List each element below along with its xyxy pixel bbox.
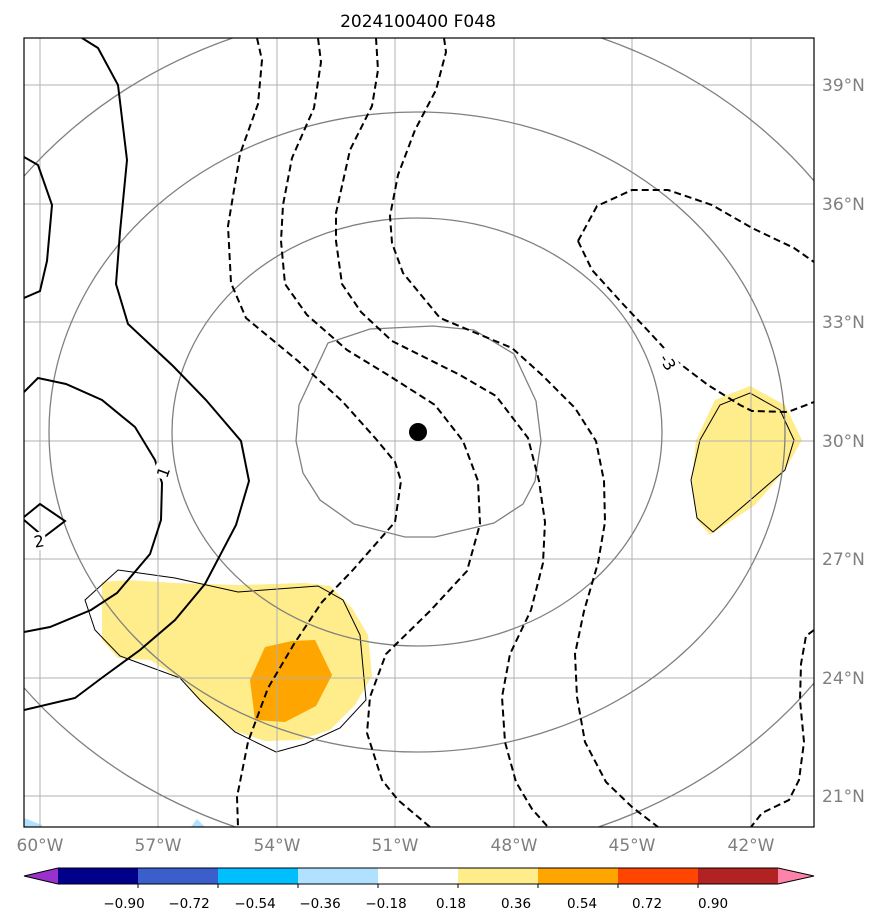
colorbar-tick-label: 0.72 [632, 896, 662, 912]
colorbar-tick-label: 0.54 [567, 896, 597, 912]
solid-contours [24, 38, 251, 711]
solid-contour-2 [24, 376, 164, 633]
dashed-contour-b [279, 38, 482, 827]
lon-tick-label: 57°W [135, 836, 182, 856]
colorbar-cell [458, 868, 539, 884]
lat-tick-label: 27°N [822, 550, 865, 570]
positive-anomaly-region-south [102, 580, 372, 741]
colorbar-tick-label: 0.18 [436, 896, 466, 912]
contour-label-2: 2 [32, 531, 45, 551]
colorbar-cells [24, 868, 814, 884]
negative-anomaly-edge [24, 818, 42, 827]
anomaly-outline-contours [84, 392, 795, 753]
colorbar-tick-label: −0.54 [234, 896, 275, 912]
colorbar-cell [698, 868, 779, 884]
range-rings [24, 38, 814, 827]
colorbar-tick-label: −0.18 [365, 896, 406, 912]
map-panel: 1 2 -3 [24, 38, 814, 827]
solid-contour-1 [24, 38, 251, 711]
lat-tick-label: 30°N [822, 432, 865, 452]
colorbar-cell [538, 868, 619, 884]
lon-tick-label: 54°W [254, 836, 301, 856]
dashed-contour-c [335, 38, 549, 827]
lon-tick-label: 51°W [372, 836, 419, 856]
dashed-contour-e [577, 189, 814, 263]
lat-tick-label: 33°N [822, 313, 865, 333]
contour-labels: 1 2 -3 [30, 345, 684, 552]
colorbar-tick-label: 0.36 [501, 896, 531, 912]
colorbar-extend-low [24, 868, 58, 884]
negative-anomaly-edge-2 [190, 819, 205, 827]
lon-tick-label: 42°W [728, 836, 775, 856]
figure-title: 2024100400 F048 [340, 12, 496, 32]
dashed-contour-f [577, 240, 814, 414]
colorbar-extend-high [778, 868, 814, 884]
lat-tick-label: 24°N [822, 669, 865, 689]
dashed-contour-d [388, 38, 659, 827]
shaded-anomaly-fill [24, 386, 802, 827]
lat-tick-label: 39°N [822, 76, 865, 96]
colorbar-cell [138, 868, 219, 884]
positive-anomaly-region-south-strong [250, 640, 332, 722]
colorbar-tick-label: −0.36 [299, 896, 340, 912]
colorbar-ticks [137, 884, 699, 888]
storm-center-marker [409, 423, 427, 441]
solid-contour-4 [24, 502, 67, 539]
lat-tick-label: 36°N [822, 195, 865, 215]
colorbar-cell [378, 868, 459, 884]
colorbar-cell [618, 868, 699, 884]
lat-tick-label: 21°N [822, 787, 865, 807]
lon-tick-label: 48°W [491, 836, 538, 856]
colorbar-cell [218, 868, 299, 884]
gridlines [24, 38, 814, 827]
map-frame [23, 37, 815, 828]
colorbar: −0.90 −0.72 −0.54 −0.36 −0.18 0.18 0.36 … [23, 867, 815, 912]
dashed-contour-g [750, 629, 814, 827]
colorbar-cell [58, 868, 139, 884]
colorbar-tick-label: −0.72 [168, 896, 209, 912]
solid-contour-3 [24, 156, 54, 299]
lon-tick-label: 45°W [609, 836, 656, 856]
dashed-contour-a [226, 38, 403, 827]
positive-anomaly-region-east [692, 386, 802, 535]
colorbar-tick-label: −0.90 [103, 896, 144, 912]
colorbar-cell [298, 868, 379, 884]
lat-tick-labels: 39°N 36°N 33°N 30°N 27°N 24°N 21°N [822, 76, 865, 807]
dashed-contours [226, 38, 814, 827]
lon-tick-labels: 60°W 57°W 54°W 51°W 48°W 45°W 42°W [17, 836, 775, 856]
lon-tick-label: 60°W [17, 836, 64, 856]
colorbar-tick-label: 0.90 [698, 896, 728, 912]
colorbar-outline [23, 867, 815, 885]
